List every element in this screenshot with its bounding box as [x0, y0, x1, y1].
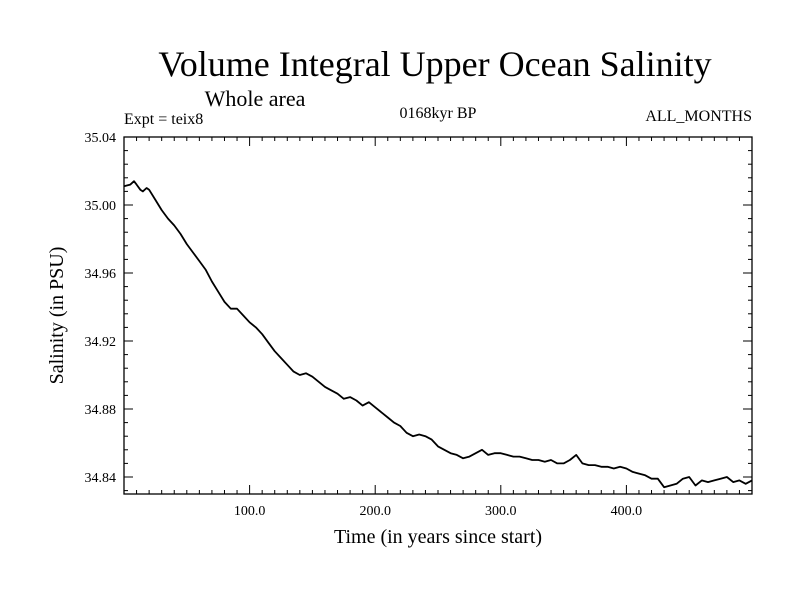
plot-frame	[123, 136, 753, 495]
y-tick-label: 35.00	[85, 199, 117, 214]
y-tick-label: 34.84	[85, 471, 117, 486]
y-axis-label: Salinity (in PSU)	[46, 247, 68, 385]
chart-subtitle: Whole area	[205, 86, 306, 111]
months-label: ALL_MONTHS	[645, 108, 752, 125]
period-label: 0168kyr BP	[400, 105, 477, 122]
axis-tick-labels: 100.0 200.0 300.0 400.0 34.84 34.88 34.92 34.96…	[85, 131, 643, 519]
experiment-label: Expt = teix8	[124, 111, 203, 128]
y-tick-label: 35.04	[85, 131, 117, 146]
y-tick-label: 34.96	[85, 267, 117, 282]
x-tick-label: 200.0	[359, 504, 391, 519]
y-tick-label: 34.92	[85, 335, 117, 350]
salinity-series-line	[123, 180, 753, 489]
y-tick-label: 34.88	[85, 403, 117, 418]
chart-title: Volume Integral Upper Ocean Salinity	[158, 44, 711, 84]
series-group	[123, 180, 753, 489]
axis-ticks	[124, 136, 752, 494]
x-tick-label: 400.0	[611, 504, 643, 519]
x-axis-label: Time (in years since start)	[334, 526, 542, 548]
x-tick-label: 300.0	[485, 504, 517, 519]
x-tick-label: 100.0	[234, 504, 266, 519]
